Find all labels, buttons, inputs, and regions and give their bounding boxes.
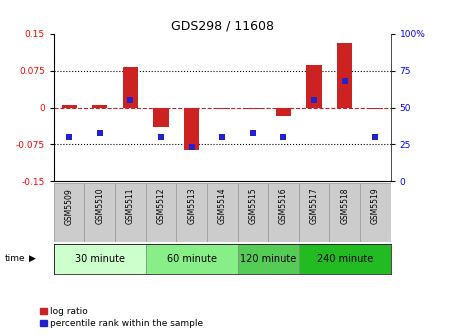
Point bbox=[311, 97, 318, 103]
Bar bbox=[176, 183, 207, 242]
Bar bbox=[62, 105, 77, 108]
Point bbox=[280, 134, 287, 140]
Bar bbox=[146, 183, 176, 242]
Bar bbox=[299, 183, 330, 242]
Bar bbox=[92, 105, 107, 108]
Bar bbox=[245, 108, 260, 110]
Text: GSM5515: GSM5515 bbox=[248, 188, 257, 224]
Bar bbox=[207, 183, 238, 242]
Bar bbox=[115, 183, 146, 242]
Bar bbox=[184, 108, 199, 151]
Point bbox=[158, 134, 165, 140]
Bar bbox=[276, 108, 291, 116]
Text: GSM5513: GSM5513 bbox=[187, 188, 196, 224]
Legend: log ratio, percentile rank within the sample: log ratio, percentile rank within the sa… bbox=[36, 303, 207, 332]
Text: GSM5510: GSM5510 bbox=[95, 188, 104, 224]
Bar bbox=[238, 244, 299, 274]
Bar bbox=[360, 183, 391, 242]
Text: 240 minute: 240 minute bbox=[317, 254, 373, 264]
Bar bbox=[215, 108, 230, 110]
Text: GSM5512: GSM5512 bbox=[157, 188, 166, 224]
Bar bbox=[123, 67, 138, 108]
Text: GSM5518: GSM5518 bbox=[340, 188, 349, 224]
Text: ▶: ▶ bbox=[29, 254, 36, 263]
Bar bbox=[84, 183, 115, 242]
Point bbox=[219, 134, 226, 140]
Point bbox=[341, 78, 348, 84]
Bar bbox=[154, 108, 169, 127]
Bar bbox=[268, 183, 299, 242]
Text: time: time bbox=[4, 254, 25, 263]
Title: GDS298 / 11608: GDS298 / 11608 bbox=[171, 19, 274, 33]
Point bbox=[66, 134, 73, 140]
Bar bbox=[368, 108, 383, 110]
Bar bbox=[238, 183, 268, 242]
Text: GSM5509: GSM5509 bbox=[65, 188, 74, 224]
Text: GSM5511: GSM5511 bbox=[126, 188, 135, 224]
Bar bbox=[146, 244, 238, 274]
Bar bbox=[54, 244, 146, 274]
Text: 30 minute: 30 minute bbox=[75, 254, 125, 264]
Text: 60 minute: 60 minute bbox=[167, 254, 216, 264]
Text: 120 minute: 120 minute bbox=[240, 254, 296, 264]
Bar bbox=[330, 183, 360, 242]
Text: GSM5519: GSM5519 bbox=[371, 188, 380, 224]
Point bbox=[372, 134, 379, 140]
Bar bbox=[337, 43, 352, 108]
Bar bbox=[54, 183, 84, 242]
Point bbox=[96, 130, 103, 135]
Bar bbox=[306, 65, 322, 108]
Point bbox=[188, 145, 195, 150]
Text: GSM5514: GSM5514 bbox=[218, 188, 227, 224]
Text: GSM5516: GSM5516 bbox=[279, 188, 288, 224]
Point bbox=[127, 97, 134, 103]
Text: GSM5517: GSM5517 bbox=[310, 188, 319, 224]
Point bbox=[249, 130, 256, 135]
Bar bbox=[299, 244, 391, 274]
